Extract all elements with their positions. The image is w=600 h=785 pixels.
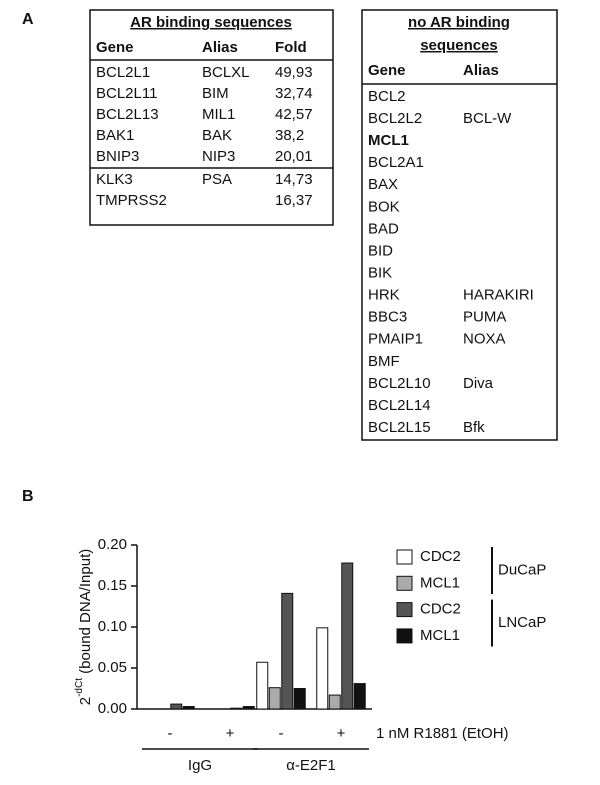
legend-label: CDC2 [420,548,461,565]
table-cell: Bfk [463,419,485,436]
legend-group-label: LNCaP [498,614,546,631]
legend-label: MCL1 [420,627,460,644]
table-cell: BAX [368,176,398,193]
group-label: IgG [188,757,212,774]
table-cell: PUMA [463,309,506,326]
table-cell: BOK [368,198,400,215]
bar [182,706,195,710]
table-cell: BCL2L1 [96,64,150,81]
table-cell: PMAIP1 [368,331,423,348]
table-header: Fold [275,39,307,56]
table-header: Alias [202,39,238,56]
bar [316,627,329,710]
table-header: Gene [368,62,406,79]
x-tick-label: + [337,725,346,742]
table-header: Alias [463,62,499,79]
table-cell: 32,74 [275,85,313,102]
legend-swatch [396,575,413,591]
table-cell: BCL2L2 [368,110,422,127]
bar [341,562,354,710]
table-cell: 38,2 [275,127,304,144]
table-cell: BMF [368,353,400,370]
table-cell: PSA [202,171,232,188]
table-cell: 20,01 [275,148,313,165]
legend-label: MCL1 [420,574,460,591]
table-cell: BIM [202,85,229,102]
legend-label: CDC2 [420,601,461,618]
table-cell: BCL2L15 [368,419,431,436]
table-cell: BCL2L10 [368,375,431,392]
table-cell: BAK1 [96,127,134,144]
legend-group-label: DuCaP [498,561,546,578]
table-cell: BID [368,242,393,259]
bar [230,707,243,710]
table-cell: Diva [463,375,494,392]
bar [170,703,183,710]
legend-swatch [396,602,413,618]
table-title: AR binding sequences [130,14,292,31]
table-cell: 42,57 [275,106,313,123]
y-tick-label: 0.10 [98,618,127,635]
y-tick-label: 0.15 [98,577,127,594]
table-cell: HRK [368,287,400,304]
table-cell: BCL2L14 [368,397,431,414]
x-tick-label: + [226,725,235,742]
table-cell: MCL1 [368,132,409,149]
table-cell: BCL2 [368,88,406,105]
y-label-rest: (bound DNA/Input) [77,549,94,678]
group-label: α-E2F1 [286,757,336,774]
bar [328,694,341,710]
y-tick-label: 0.05 [98,659,127,676]
table-cell: BBC3 [368,309,407,326]
table-cell: TMPRSS2 [96,192,167,209]
table-cell: BNIP3 [96,148,139,165]
table-cell: 14,73 [275,171,313,188]
panel-label: A [22,11,34,28]
y-axis-label: 2-dCt (bound DNA/Input) [74,549,94,706]
legend-swatch [396,549,413,565]
bar [293,688,306,710]
table-title: sequences [420,37,498,54]
table-title: no AR binding [408,14,510,31]
bar [353,683,366,710]
bar [281,592,294,710]
y-label-sup: -dCt [74,678,85,697]
table-header: Gene [96,39,134,56]
table-cell: NIP3 [202,148,235,165]
y-tick-label: 0.20 [98,536,127,553]
table-cell: BIK [368,265,392,282]
table-cell: KLK3 [96,171,133,188]
bar [256,661,269,710]
table-cell: BCL2L11 [96,85,157,102]
table-cell: BAD [368,220,399,237]
x-axis-label: 1 nM R1881 (EtOH) [376,725,509,742]
table-cell: HARAKIRI [463,287,534,304]
table-cell: BCL2L13 [96,106,159,123]
table-cell: 16,37 [275,192,313,209]
y-tick-label: 0.00 [98,700,127,717]
table-cell: BCL-W [463,110,512,127]
bar [242,706,255,710]
table-cell: MIL1 [202,106,235,123]
table-cell: 49,93 [275,64,313,81]
y-label-base: 2 [77,697,94,705]
table-box [89,9,334,226]
table-cell: NOXA [463,331,506,348]
legend-swatch [396,628,413,644]
x-tick-label: - [168,725,173,742]
table-cell: BCLXL [202,64,250,81]
table-cell: BAK [202,127,232,144]
x-tick-label: - [279,725,284,742]
bar [268,687,281,710]
panel-label: B [22,488,34,505]
table-cell: BCL2A1 [368,154,424,171]
table-box [361,9,558,441]
